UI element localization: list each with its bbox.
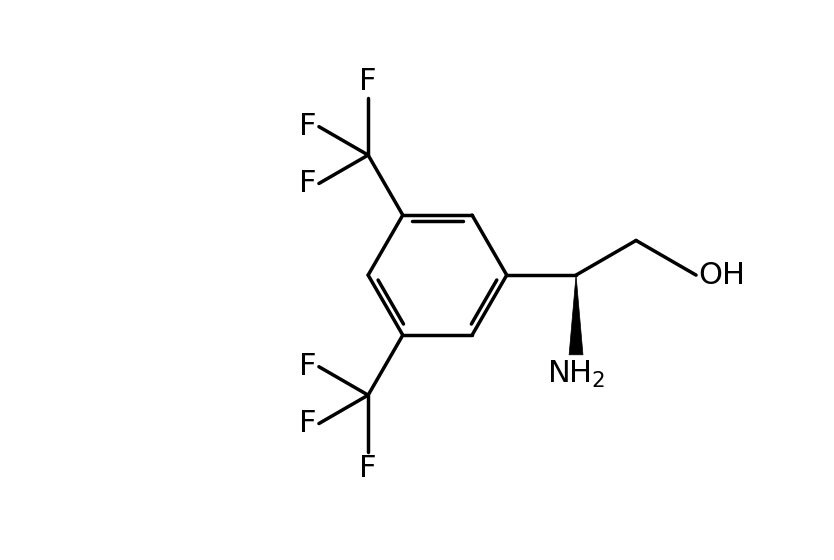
Text: F: F [299,352,317,381]
Text: F: F [299,169,317,198]
Text: NH$_2$: NH$_2$ [547,358,605,390]
Text: F: F [359,67,377,96]
Polygon shape [569,275,583,355]
Text: F: F [299,409,317,438]
Text: F: F [299,112,317,141]
Text: F: F [359,454,377,483]
Text: OH: OH [698,260,746,290]
